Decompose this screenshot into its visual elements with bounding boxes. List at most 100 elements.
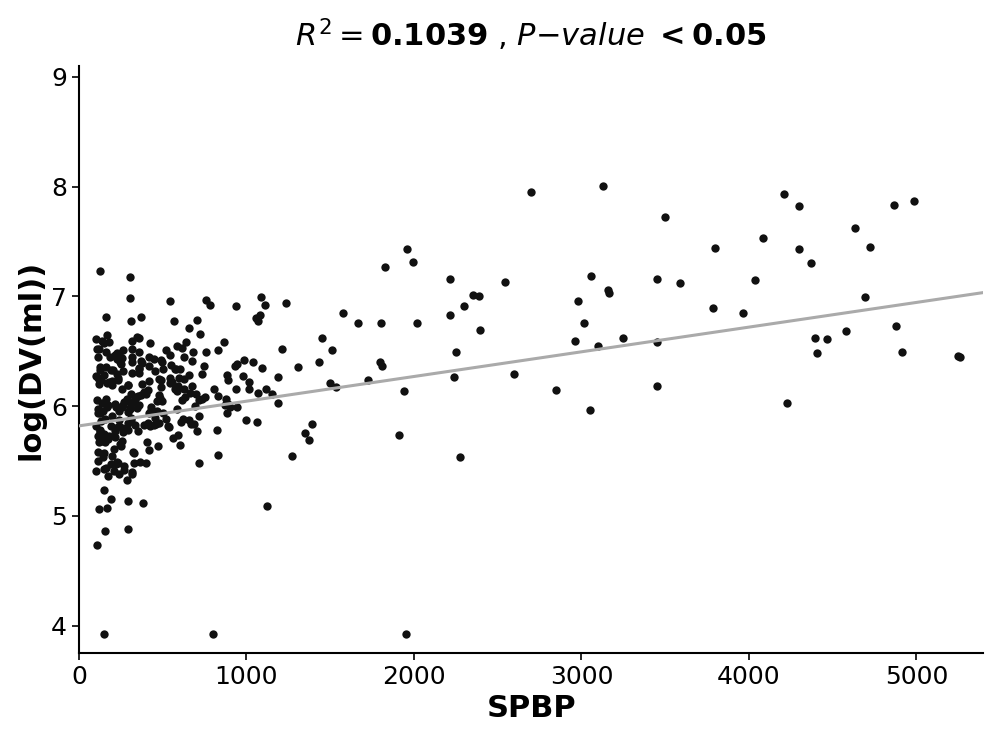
Point [133,389,149,401]
Point [141,351,157,363]
Point [92,265,108,277]
Point [228,383,244,395]
Point [194,393,210,405]
Point [819,333,835,345]
Point [197,391,213,403]
Point [112,357,128,369]
Point [567,335,583,347]
Point [91,378,107,390]
Point [196,360,212,372]
Point [184,380,200,392]
Point [184,354,200,366]
Point [191,410,207,422]
Point [108,400,124,411]
Point [747,275,763,286]
Point [146,353,162,365]
Point [95,405,111,417]
Point [114,383,130,395]
Point [100,399,116,411]
Point [192,329,208,340]
Point [111,349,127,360]
Point [95,451,111,462]
Point [219,407,235,419]
Point [97,433,113,445]
Point [162,295,178,307]
Point [92,361,108,373]
Point [116,460,132,471]
Point [456,300,472,312]
Point [115,365,131,377]
Point [236,354,252,366]
Point [322,377,338,389]
Point [894,346,910,358]
Point [96,369,112,381]
Point [98,346,114,358]
Point [163,360,179,371]
Point [138,388,154,400]
Point [194,368,210,380]
Point [165,432,181,444]
Point [245,357,261,369]
Point [125,446,141,458]
Point [91,436,107,448]
Point [253,292,269,303]
Point [149,394,165,406]
Point [222,401,238,413]
Point [109,457,125,468]
Point [160,420,176,432]
Point [90,407,106,419]
Point [142,337,158,349]
Point [181,369,197,380]
Point [601,287,617,299]
Point [99,400,115,412]
Point [328,381,344,393]
Point [398,628,414,640]
Point [164,376,180,388]
Point [238,414,254,425]
Point [803,257,819,269]
Point [99,502,115,514]
Point [124,343,140,354]
Point [97,525,113,537]
Point [90,446,106,458]
Point [109,347,125,359]
Point [241,383,257,394]
Point [191,394,207,406]
Point [847,221,863,233]
Point [791,243,807,255]
Point [109,353,125,365]
Point [172,439,188,451]
Point [155,408,171,420]
Point [705,302,721,314]
Point [111,468,127,480]
Point [99,329,115,340]
Point [314,332,330,344]
Point [448,346,464,358]
Point [360,374,376,386]
Point [94,435,110,447]
Point [228,300,244,312]
Point [120,379,136,391]
Point [229,401,245,413]
Point [373,317,389,329]
Point [100,470,116,482]
Point [107,350,123,362]
Point [198,346,214,358]
Point [405,256,421,268]
Point [399,243,415,255]
Point [98,462,114,474]
Point [372,357,388,369]
Point [115,344,131,356]
Point [106,465,122,477]
Point [886,199,902,211]
Point [216,336,232,348]
Point [174,343,190,354]
Point [600,285,616,297]
Point [465,289,481,300]
Point [250,386,266,398]
Point [107,422,123,434]
Point [809,347,825,359]
Point [109,348,125,360]
Point [96,484,112,496]
Point [110,372,126,384]
